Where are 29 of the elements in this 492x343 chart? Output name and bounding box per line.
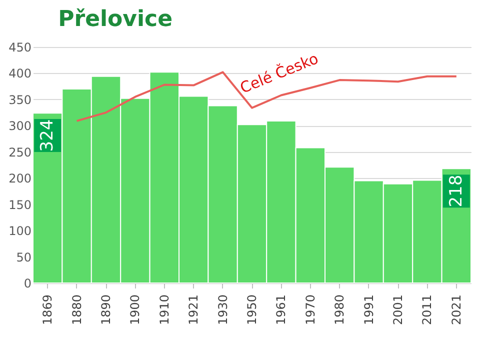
x-tick-label: 1880 [70,294,84,326]
x-tick-label: 1950 [245,294,259,326]
x-tick-label: 1900 [128,294,142,326]
x-tick-label: 1980 [332,294,347,326]
y-tick-label: 0 [24,276,32,290]
x-tick-label: 2021 [449,294,464,326]
x-tick-label: 1991 [362,294,376,326]
x-tick-label: 1961 [274,294,288,326]
chart-title: Přelovice [58,7,172,32]
x-tick-label: 1970 [303,294,318,326]
y-tick-label: 150 [8,198,32,212]
y-tick-label: 450 [8,40,32,54]
data-label: 324 [38,119,58,152]
x-tick-label: 1921 [186,294,201,326]
y-tick-label: 400 [8,66,32,81]
x-tick-label: 2001 [391,294,405,326]
text: Celé Česko [238,49,321,98]
y-tick-label: 100 [8,224,32,238]
x-tick-label: 1890 [99,294,113,326]
x-tick-label: 2011 [420,294,434,326]
y-tick-label: 350 [8,92,32,107]
y-tick-label: 250 [8,145,32,160]
x-tick-label: 1869 [40,294,55,326]
x-tick-label: 1930 [216,294,230,326]
x-tick-label: 1910 [157,294,172,326]
data-label: 218 [446,174,466,208]
y-tick-label: 200 [8,172,32,186]
y-tick-label: 300 [8,119,32,134]
y-tick-label: 50 [16,250,32,264]
